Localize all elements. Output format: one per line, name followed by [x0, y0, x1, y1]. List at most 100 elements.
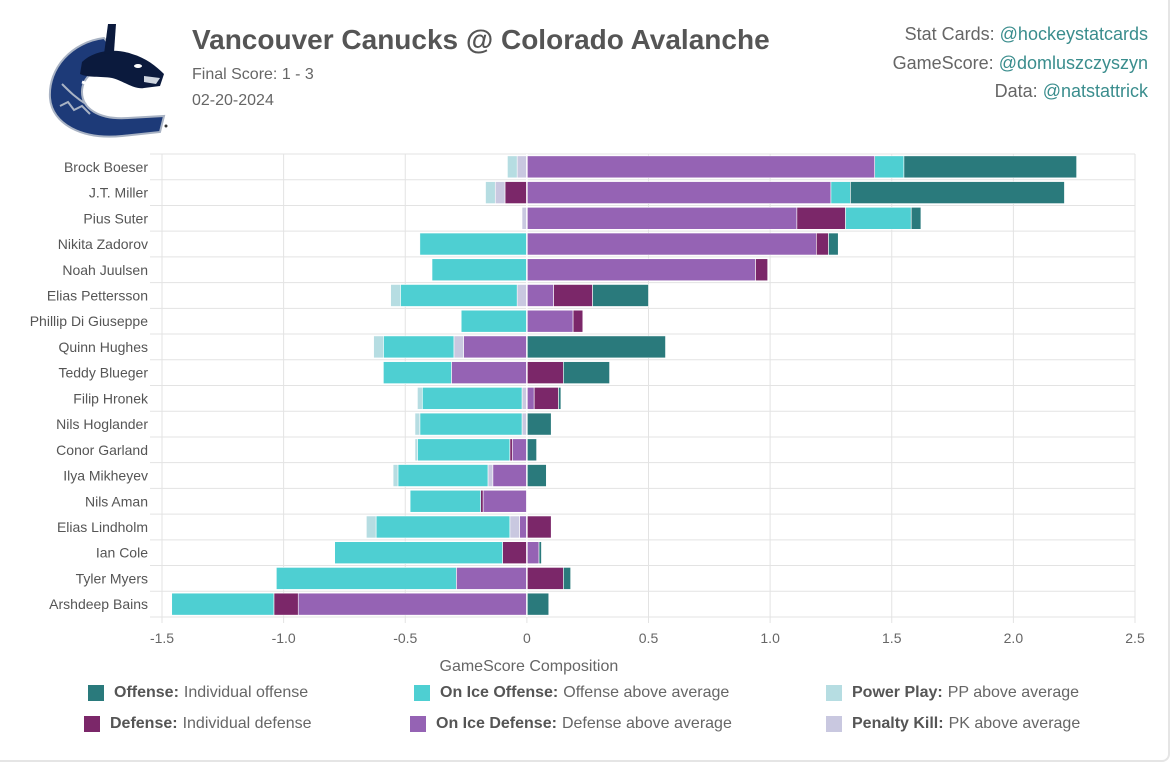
- bar-segment-on-ice-offense: [419, 412, 523, 436]
- bar-segment-defense: [796, 207, 846, 230]
- bar-segment-power-play: [414, 438, 418, 462]
- bar-segment-on-ice-offense: [419, 232, 528, 256]
- bar-segment-on-ice-defense: [526, 207, 798, 230]
- legend-item-on-ice-offense[interactable]: On Ice Offense: Offense above average: [414, 684, 729, 702]
- bar-segment-defense: [526, 567, 564, 590]
- x-tick-label: 0.5: [639, 630, 659, 646]
- bar-segment-power-play: [373, 335, 384, 359]
- bar-segment-on-ice-offense: [400, 284, 518, 307]
- bar-segment-on-ice-offense: [460, 309, 528, 333]
- legend-description: PP above average: [947, 684, 1080, 701]
- bar-segment-defense: [480, 489, 484, 513]
- player-label: Phillip Di Giuseppe: [30, 313, 148, 329]
- bar-segment-offense: [850, 181, 1065, 204]
- bar-segment-defense: [526, 515, 552, 539]
- credits: Stat Cards: @hockeystatcards GameScore: …: [893, 20, 1148, 106]
- bar-segment-power-play: [417, 387, 423, 410]
- page-title: Vancouver Canucks @ Colorado Avalanche: [192, 24, 770, 55]
- bar-segment-on-ice-offense: [830, 181, 851, 204]
- bar-segment-defense: [755, 258, 768, 282]
- player-label: Brock Boeser: [64, 159, 148, 175]
- legend-item-on-ice-defense[interactable]: On Ice Defense: Defense above average: [410, 715, 732, 733]
- bar-segment-on-ice-defense: [526, 309, 574, 333]
- bar-segment-offense: [526, 335, 666, 359]
- bar-segment-on-ice-offense: [845, 207, 912, 230]
- bar-segment-power-play: [390, 284, 401, 307]
- legend-series-name: Penalty Kill:: [852, 715, 944, 732]
- bar-segment-defense: [273, 592, 299, 616]
- chart-legend: Offense: Individual offense On Ice Offense…: [0, 682, 1170, 752]
- bar-segment-penalty-kill: [487, 464, 494, 487]
- bar-segment-penalty-kill: [509, 515, 520, 539]
- player-label: Teddy Blueger: [58, 365, 148, 381]
- bar-segment-penalty-kill: [516, 155, 528, 179]
- bar-segment-offense: [903, 155, 1077, 179]
- bar-segment-on-ice-offense: [276, 567, 457, 590]
- legend-series-name: On Ice Offense:: [440, 684, 559, 701]
- bar-segment-on-ice-offense: [417, 438, 511, 462]
- bar-segment-offense: [526, 438, 537, 462]
- team-logo: [48, 24, 168, 138]
- credit-data: Data: @natstattrick: [994, 81, 1148, 101]
- legend-item-offense[interactable]: Offense: Individual offense: [88, 684, 308, 702]
- x-tick-label: 1.5: [882, 630, 902, 646]
- bar-segment-offense: [828, 232, 839, 256]
- bar-segment-offense: [910, 207, 922, 230]
- legend-description: PK above average: [948, 715, 1081, 732]
- final-score: Final Score: 1 - 3: [192, 66, 314, 83]
- bar-segment-offense: [558, 387, 562, 410]
- player-label: Conor Garland: [56, 442, 148, 458]
- bar-segment-offense: [563, 567, 571, 590]
- legend-swatch: [84, 716, 100, 732]
- bar-segment-on-ice-defense: [463, 335, 528, 359]
- bar-segment-defense: [526, 361, 564, 384]
- legend-swatch: [826, 716, 842, 732]
- credit-handle-link[interactable]: @hockeystatcards: [999, 24, 1148, 44]
- bar-segment-power-play: [507, 155, 518, 179]
- bar-segment-offense: [526, 464, 547, 487]
- bar-segment-on-ice-defense: [526, 181, 832, 204]
- legend-item-defense[interactable]: Defense: Individual defense: [84, 715, 312, 733]
- legend-item-power-play[interactable]: Power Play: PP above average: [826, 684, 1079, 702]
- x-tick-label: 0: [523, 630, 531, 646]
- legend-description: Offense above average: [563, 684, 730, 701]
- legend-series-name: Offense:: [114, 684, 179, 701]
- bar-segment-penalty-kill: [494, 181, 506, 204]
- bar-segment-on-ice-offense: [375, 515, 511, 539]
- player-label: Elias Lindholm: [57, 519, 148, 535]
- bar-segment-on-ice-defense: [526, 155, 876, 179]
- bar-segment-on-ice-offense: [431, 258, 528, 282]
- legend-description: Defense above average: [561, 715, 732, 732]
- bar-segment-on-ice-offense: [874, 155, 905, 179]
- x-axis-label: GameScore Composition: [440, 658, 619, 675]
- bar-segment-on-ice-offense: [383, 361, 452, 384]
- bar-segment-defense: [509, 438, 513, 462]
- player-label: Nils Aman: [85, 493, 148, 509]
- bar-segment-on-ice-defense: [297, 592, 528, 616]
- x-tick-label: -0.5: [393, 630, 417, 646]
- bar-segment-on-ice-offense: [409, 489, 481, 513]
- bar-segment-on-ice-defense: [519, 515, 528, 539]
- legend-series-name: Power Play:: [852, 684, 943, 701]
- bar-segment-power-play: [392, 464, 399, 487]
- bar-segment-penalty-kill: [453, 335, 464, 359]
- player-label: Ian Cole: [96, 545, 148, 561]
- bar-segment-penalty-kill: [516, 284, 528, 307]
- gamescore-chart: -1.5 -1.0 -0.5 0 0.5 1.0 1.5 2.0 2.5 GameScore Co…: [30, 153, 1145, 675]
- legend-item-penalty-kill[interactable]: Penalty Kill: PK above average: [826, 715, 1080, 733]
- bar-segment-defense: [533, 387, 559, 410]
- player-label: Arshdeep Bains: [49, 596, 148, 612]
- bar-segment-offense: [538, 541, 542, 564]
- credit-handle-link[interactable]: @domluszczyszyn: [998, 52, 1148, 73]
- bar-segment-on-ice-defense: [526, 387, 535, 410]
- bar-segment-defense: [572, 309, 584, 333]
- bar-segment-power-play: [485, 181, 496, 204]
- legend-series-name: On Ice Defense:: [436, 715, 557, 732]
- x-tick-label: -1.5: [150, 630, 174, 646]
- bar-segment-on-ice-defense: [451, 361, 528, 384]
- credit-gamescore: GameScore: @domluszczyszyn: [892, 52, 1148, 73]
- credit-handle-link[interactable]: @natstattrick: [1042, 81, 1148, 101]
- player-label: Nils Hoglander: [56, 416, 148, 432]
- legend-swatch: [410, 716, 426, 732]
